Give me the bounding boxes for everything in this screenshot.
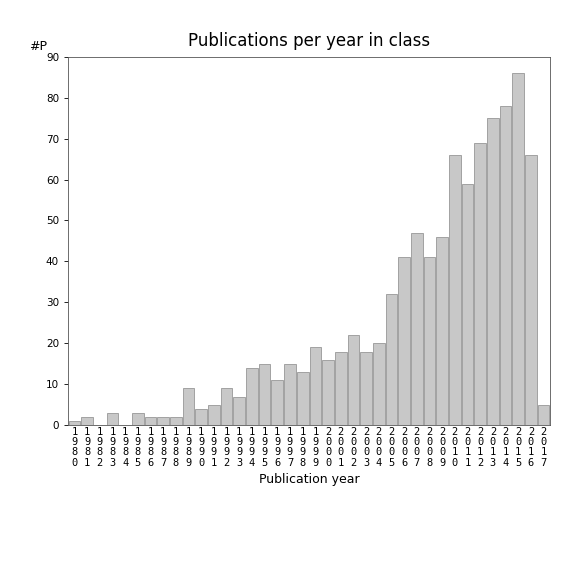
Bar <box>157 417 169 425</box>
Bar <box>449 155 461 425</box>
Bar <box>525 155 537 425</box>
Bar <box>500 106 511 425</box>
Bar <box>284 364 296 425</box>
X-axis label: Publication year: Publication year <box>259 473 359 486</box>
Bar <box>424 257 435 425</box>
Bar <box>513 73 524 425</box>
Bar <box>322 359 334 425</box>
Bar <box>234 396 245 425</box>
Bar <box>69 421 80 425</box>
Bar <box>538 405 549 425</box>
Title: Publications per year in class: Publications per year in class <box>188 32 430 49</box>
Bar <box>259 364 270 425</box>
Bar <box>310 348 321 425</box>
Text: #P: #P <box>29 40 48 53</box>
Bar <box>373 344 384 425</box>
Bar <box>183 388 194 425</box>
Bar <box>297 372 308 425</box>
Bar <box>81 417 93 425</box>
Bar <box>411 233 422 425</box>
Bar <box>462 184 473 425</box>
Bar <box>246 368 258 425</box>
Bar <box>437 237 448 425</box>
Bar <box>272 380 283 425</box>
Bar <box>360 352 372 425</box>
Bar <box>170 417 181 425</box>
Bar <box>107 413 119 425</box>
Bar <box>196 409 207 425</box>
Bar <box>208 405 220 425</box>
Bar <box>145 417 156 425</box>
Bar <box>386 294 397 425</box>
Bar <box>398 257 410 425</box>
Bar <box>335 352 346 425</box>
Bar <box>348 335 359 425</box>
Bar <box>475 143 486 425</box>
Bar <box>221 388 232 425</box>
Bar <box>487 118 499 425</box>
Bar <box>132 413 143 425</box>
